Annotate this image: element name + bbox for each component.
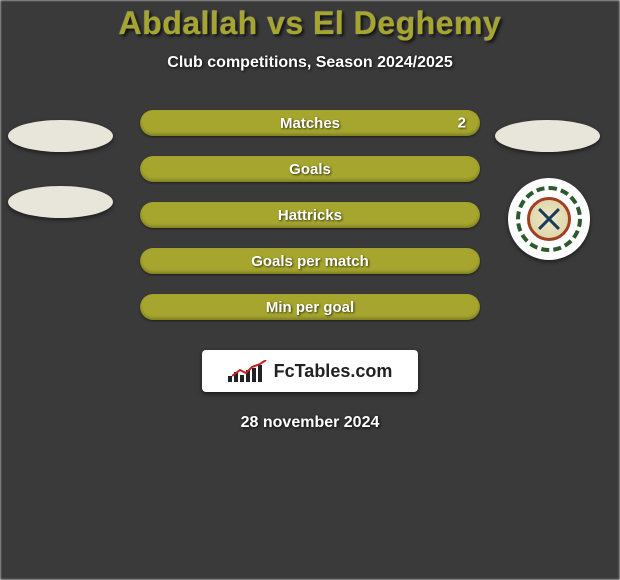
stat-right-value: 2 [458,115,466,132]
page-subtitle: Club competitions, Season 2024/2025 [0,54,620,72]
stat-row-goals: Goals [140,156,480,182]
player-badge-left-1 [8,120,113,152]
stat-row-matches: Matches 2 [140,110,480,136]
snapshot-date: 28 november 2024 [0,414,620,432]
crest-cross-icon [538,208,560,230]
stat-row-goals-per-match: Goals per match [140,248,480,274]
stat-label: Hattricks [278,207,342,224]
stat-label: Goals [289,161,331,178]
stat-row-hattricks: Hattricks [140,202,480,228]
crest-center [527,197,571,241]
logo-text: FcTables.com [274,361,393,382]
club-crest-icon [508,178,590,260]
fctables-logo: FcTables.com [202,350,418,392]
page-title: Abdallah vs El Deghemy [0,5,620,42]
logo-chart-icon [228,360,268,382]
logo-trend-line-icon [232,360,268,380]
stat-row-min-per-goal: Min per goal [140,294,480,320]
player-badge-left-2 [8,186,113,218]
stat-label: Min per goal [266,299,354,316]
stat-label: Goals per match [251,253,369,270]
player-badge-right-1 [495,120,600,152]
left-player-badges [8,120,113,218]
crest-wreath [516,186,582,252]
content: Abdallah vs El Deghemy Club competitions… [0,0,620,432]
stat-label: Matches [280,115,340,132]
